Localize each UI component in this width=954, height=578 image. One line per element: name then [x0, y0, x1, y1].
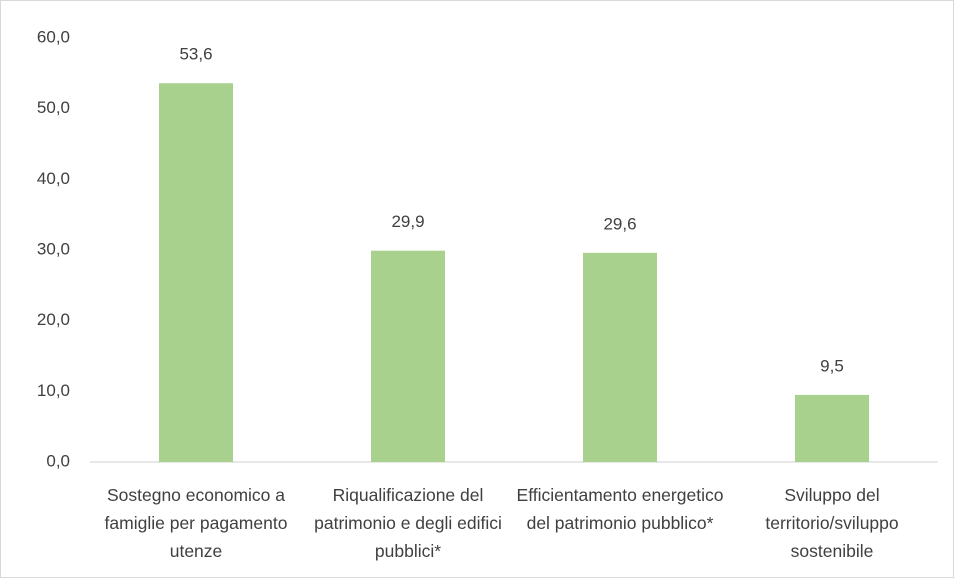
x-tick-label: Efficientamento energetico del patrimoni…: [516, 485, 724, 533]
bar: [371, 250, 445, 462]
data-label: 53,6: [179, 45, 212, 64]
y-tick-label: 40,0: [37, 169, 70, 188]
data-label: 29,6: [603, 214, 636, 233]
data-label: 29,9: [391, 212, 424, 231]
bar: [583, 252, 657, 462]
x-tick-label: Riqualificazione del patrimonio e degli …: [314, 485, 502, 561]
y-tick-label: 10,0: [37, 381, 70, 400]
y-tick-label: 20,0: [37, 310, 70, 329]
y-tick-label: 30,0: [37, 239, 70, 258]
y-tick-label: 60,0: [37, 27, 70, 46]
bar: [159, 83, 233, 462]
y-tick-label: 0,0: [46, 451, 70, 470]
bar: [795, 394, 869, 462]
x-tick-label: Sostegno economico a famiglie per pagame…: [104, 485, 288, 561]
data-label: 9,5: [820, 356, 844, 375]
x-tick-label: Sviluppo del territorio/sviluppo sosteni…: [765, 485, 899, 561]
y-tick-label: 50,0: [37, 98, 70, 117]
